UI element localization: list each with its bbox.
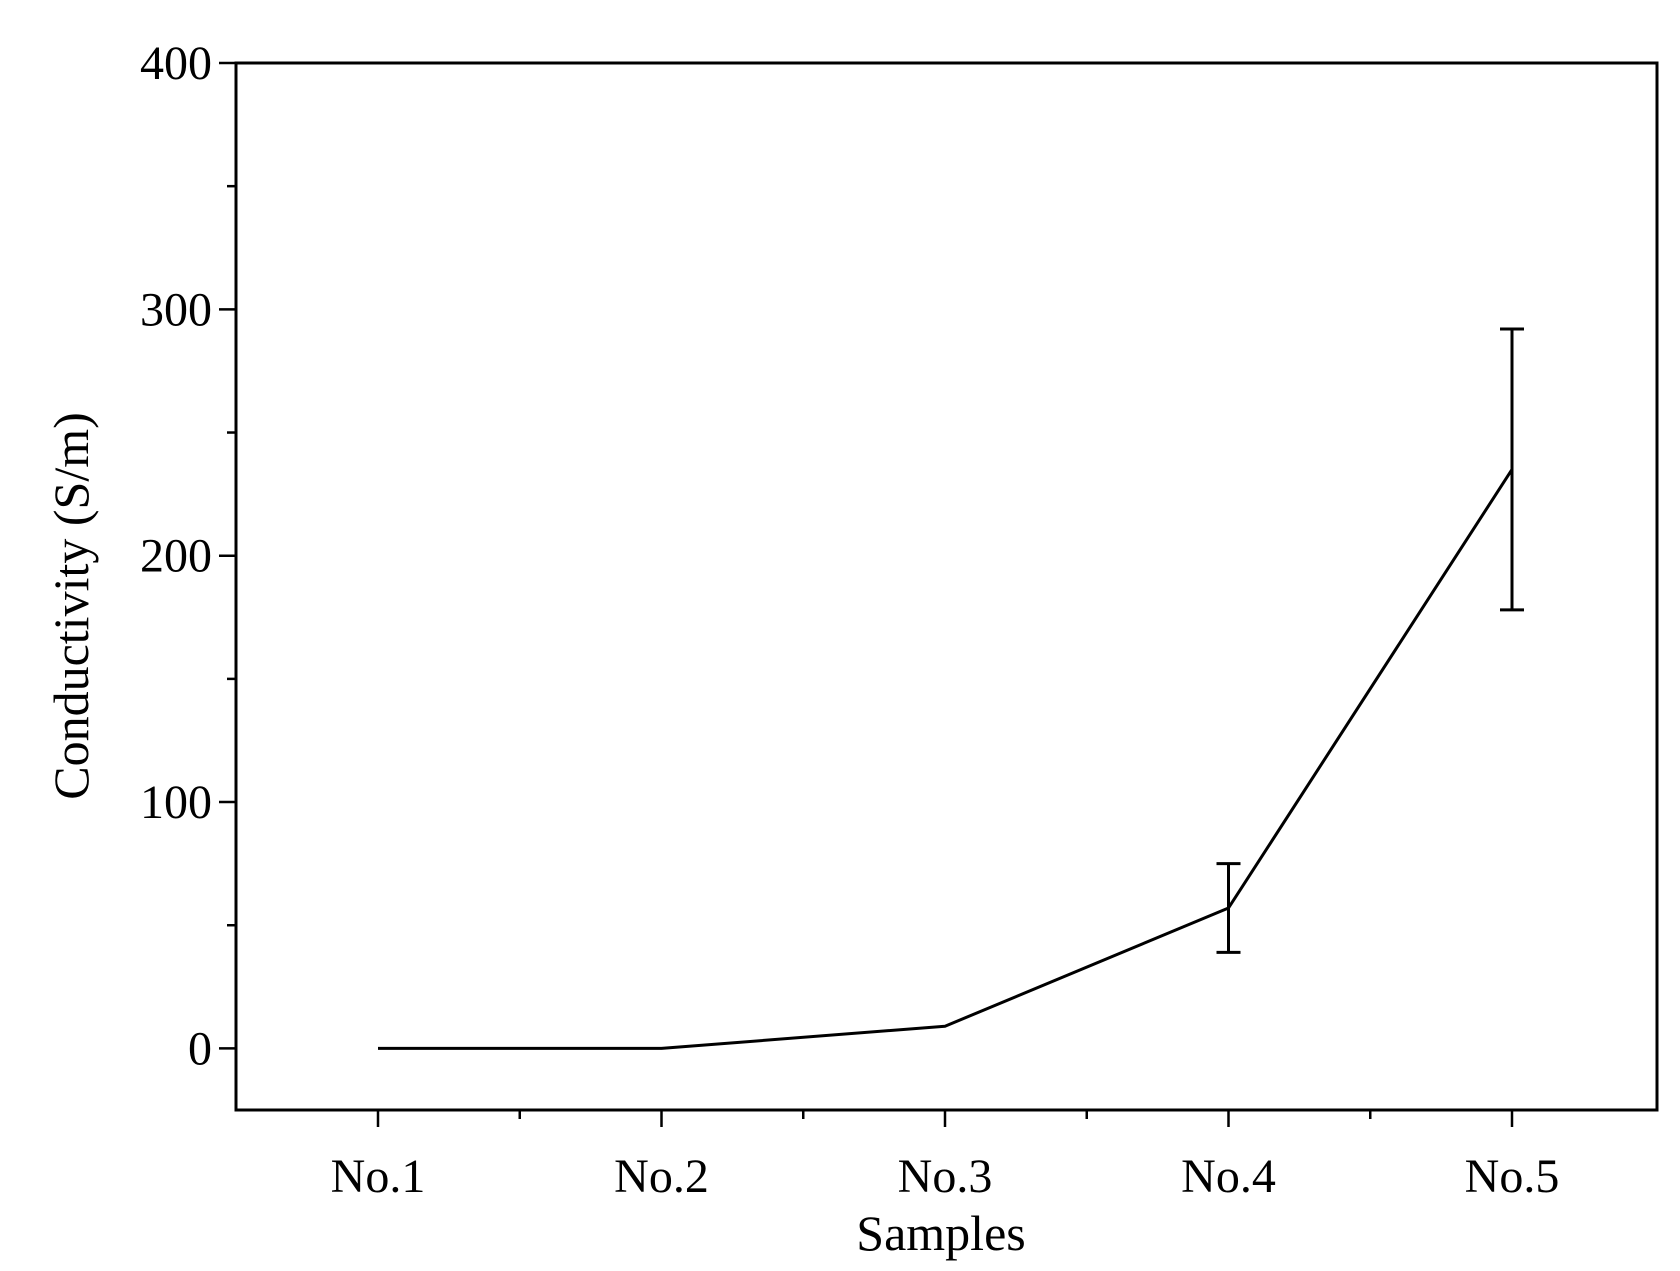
x-tick-label: No.3: [898, 1150, 993, 1203]
x-tick-label: No.5: [1465, 1150, 1560, 1203]
y-tick-label: 0: [188, 1022, 212, 1075]
x-tick-label: No.4: [1181, 1150, 1276, 1203]
x-axis-ticks: No.1 No.2 No.3 No.4 No.5: [331, 1110, 1560, 1203]
y-axis-ticks: 0 100 200 300 400: [140, 37, 236, 1075]
y-tick-label: 400: [140, 37, 212, 90]
x-tick-label: No.2: [614, 1150, 709, 1203]
y-axis-title: Conductivity (S/m): [43, 412, 99, 800]
y-tick-label: 100: [140, 776, 212, 829]
y-tick-label: 300: [140, 283, 212, 336]
y-tick-label: 200: [140, 530, 212, 583]
plot-frame: [234, 61, 1659, 1112]
x-tick-label: No.1: [331, 1150, 426, 1203]
series-layer: [378, 327, 1524, 1050]
x-axis-title: Samples: [856, 1205, 1025, 1261]
conductivity-line: [378, 468, 1514, 1050]
